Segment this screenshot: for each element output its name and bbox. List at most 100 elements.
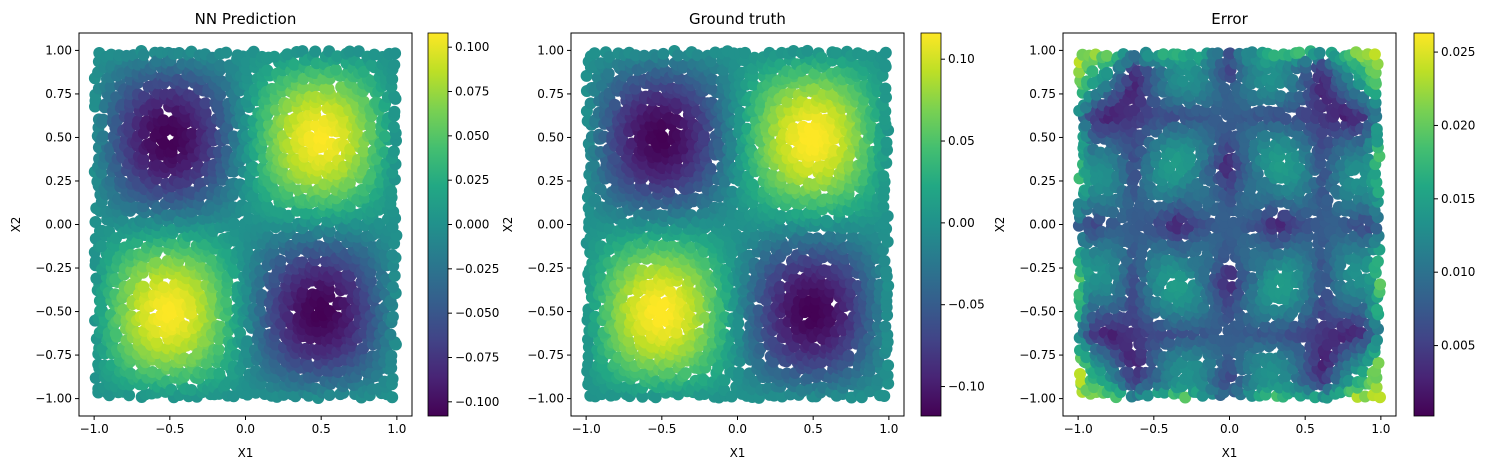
colorbar-tick-label: −0.050 (455, 306, 499, 320)
scatter-point (96, 296, 108, 309)
scatter-point (150, 336, 163, 349)
scatter-point (136, 260, 149, 273)
colorbar-tick-label: −0.075 (455, 350, 499, 364)
scatter-point (602, 67, 615, 80)
scatter-point (173, 215, 186, 228)
chart-title: Error (1211, 10, 1248, 28)
scatter-point (1101, 66, 1113, 79)
scatter-point (879, 46, 892, 59)
colorbar-tick-label: −0.025 (455, 262, 499, 276)
scatter-point (1128, 50, 1141, 62)
scatter-point (878, 390, 891, 402)
scatter-point (95, 166, 108, 179)
scatter-point (801, 44, 814, 57)
x-axis-label: X1 (730, 446, 746, 460)
scatter-point (1086, 65, 1099, 78)
scatter-point (199, 97, 212, 110)
scatter-point (89, 216, 102, 228)
scatter-point (815, 51, 828, 64)
scatter-point (138, 168, 151, 181)
x-axis: −1.0 −0.5 0.0 0.5 1.0 (572, 416, 898, 436)
y-tick-label: −0.75 (35, 348, 72, 362)
scatter-point (386, 372, 399, 385)
scatter-point (97, 113, 110, 126)
scatter-point (878, 255, 891, 267)
scatter-point (228, 217, 240, 230)
scatter-point (137, 200, 150, 213)
scatter-point (186, 127, 199, 140)
x-tick-label: 1.0 (387, 422, 406, 436)
y-tick-label: −1.00 (527, 392, 564, 406)
scatter-point (212, 98, 225, 111)
colorbar-tick-label: 0.05 (948, 134, 975, 148)
colorbar-tick-label: 0.075 (455, 85, 489, 99)
scatter-point (1129, 169, 1142, 182)
colorbar-tick-label: 0.025 (455, 173, 489, 187)
chart-title: Ground truth (689, 10, 786, 28)
y-tick-label: −0.50 (527, 305, 564, 319)
panel-ground-truth: Ground truth −1.0 −0.5 0.0 0.5 1.0 1.000.750… (501, 10, 985, 460)
scatter-point (387, 145, 400, 158)
y-tick-label: 1.00 (537, 43, 564, 57)
y-tick-label: −0.50 (35, 305, 72, 319)
colorbar-tick-label: 0.00 (948, 216, 975, 230)
scatter-point (213, 367, 226, 380)
colorbar-tick-label: −0.05 (948, 298, 985, 312)
scatter-point (1156, 239, 1169, 251)
x-tick-label: 0.0 (236, 422, 255, 436)
scatter-point (879, 58, 891, 71)
scatter-point (704, 162, 717, 175)
scatter-point (205, 254, 218, 267)
scatter-point (117, 214, 129, 227)
scatter-point (89, 372, 102, 384)
scatter-point (157, 114, 170, 127)
scatter-point (388, 105, 401, 118)
scatter-point (90, 272, 103, 285)
colorbar-tick-label: 0.100 (455, 40, 489, 54)
scatter-point (152, 185, 165, 198)
scatter-point (157, 281, 170, 294)
scatter-point (158, 137, 171, 150)
scatter-point (389, 47, 402, 60)
y-tick-label: −1.00 (35, 392, 72, 406)
scatter-point (104, 174, 117, 187)
y-axis: 1.000.750.500.250.00−0.25−0.50−0.75−1.00 (527, 43, 571, 406)
y-tick-label: 0.25 (537, 174, 564, 188)
colorbar (427, 32, 449, 417)
x-tick-label: −1.0 (80, 422, 109, 436)
y-tick-label: 1.00 (45, 43, 72, 57)
scatter-point (131, 236, 144, 248)
scatter-point (138, 90, 150, 103)
x-tick-label: 0.0 (728, 422, 747, 436)
scatter-point (309, 45, 322, 58)
chart-title: NN Prediction (195, 10, 297, 28)
scatter-point (877, 170, 890, 182)
scatter-point (109, 327, 122, 340)
scatter-point (173, 47, 186, 59)
scatter-point (323, 389, 336, 401)
scatter-point (137, 153, 150, 166)
x-tick-label: 0.5 (312, 422, 331, 436)
scatter-point (1224, 265, 1237, 278)
scatter-point (95, 239, 108, 252)
scatter-point (385, 185, 398, 198)
x-axis-label: X1 (238, 446, 254, 460)
scatter-point (322, 82, 335, 95)
scatter-point (137, 280, 150, 293)
scatter-point (384, 328, 397, 341)
scatter-point (879, 82, 892, 95)
scatter-point (173, 197, 186, 210)
scatter-point (388, 58, 401, 71)
scatter-points (88, 45, 403, 404)
scatter-point (704, 286, 717, 298)
scatter-point (664, 285, 677, 298)
x-tick-label: 1.0 (879, 422, 898, 436)
y-tick-label: 0.25 (45, 174, 72, 188)
scatter-point (220, 296, 233, 308)
scatter-point (386, 281, 399, 293)
scatter-point (123, 389, 136, 402)
y-tick-label: −0.25 (35, 261, 72, 275)
scatter-point (385, 349, 398, 362)
x-tick-label: −0.5 (647, 422, 676, 436)
